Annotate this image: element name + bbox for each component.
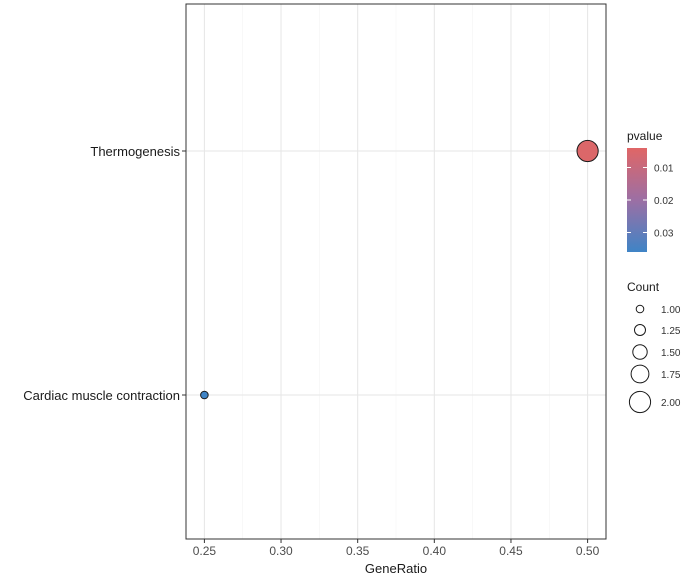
pvalue-colorbar-ticks: 0.01 0.02 0.03 xyxy=(627,164,674,240)
data-point xyxy=(200,390,209,400)
x-tick-label: 0.40 xyxy=(423,544,447,558)
count-legend-title: Count xyxy=(627,280,660,294)
count-legend-key xyxy=(634,324,646,336)
colorbar-tick-label: 0.03 xyxy=(654,229,674,240)
count-legend-key xyxy=(630,364,650,384)
y-tick-label: Cardiac muscle contraction xyxy=(23,388,180,403)
x-tick-label: 0.35 xyxy=(346,544,370,558)
colorbar-tick-label: 0.01 xyxy=(654,164,674,175)
y-tick-label: Thermogenesis xyxy=(90,144,180,159)
x-tick-label: 0.45 xyxy=(499,544,523,558)
x-axis-title: GeneRatio xyxy=(365,561,427,576)
colorbar-tick-label: 0.02 xyxy=(654,196,674,207)
count-legend-key xyxy=(628,390,652,414)
count-legend-label: 1.00 xyxy=(661,305,681,316)
pvalue-legend-title: pvalue xyxy=(627,129,663,143)
x-tick-label: 0.50 xyxy=(576,544,600,558)
plot-border xyxy=(185,3,607,540)
count-legend: 1.00 1.25 1.50 1.75 2.00 xyxy=(628,304,681,414)
pvalue-colorbar xyxy=(627,148,647,252)
data-points xyxy=(200,139,599,400)
x-axis: 0.25 0.30 0.35 0.40 0.45 0.50 xyxy=(193,539,600,558)
count-legend-label: 2.00 xyxy=(661,398,681,409)
minor-gridlines xyxy=(242,4,550,539)
count-legend-key xyxy=(632,344,648,360)
x-tick-label: 0.30 xyxy=(269,544,293,558)
count-legend-label: 1.50 xyxy=(661,348,681,359)
y-axis: Thermogenesis Cardiac muscle contraction xyxy=(23,144,186,403)
x-tick-label: 0.25 xyxy=(193,544,217,558)
count-legend-label: 1.75 xyxy=(661,370,681,381)
major-gridlines xyxy=(186,4,606,539)
data-point xyxy=(576,139,599,163)
count-legend-label: 1.25 xyxy=(661,326,681,337)
count-legend-key xyxy=(635,304,645,314)
